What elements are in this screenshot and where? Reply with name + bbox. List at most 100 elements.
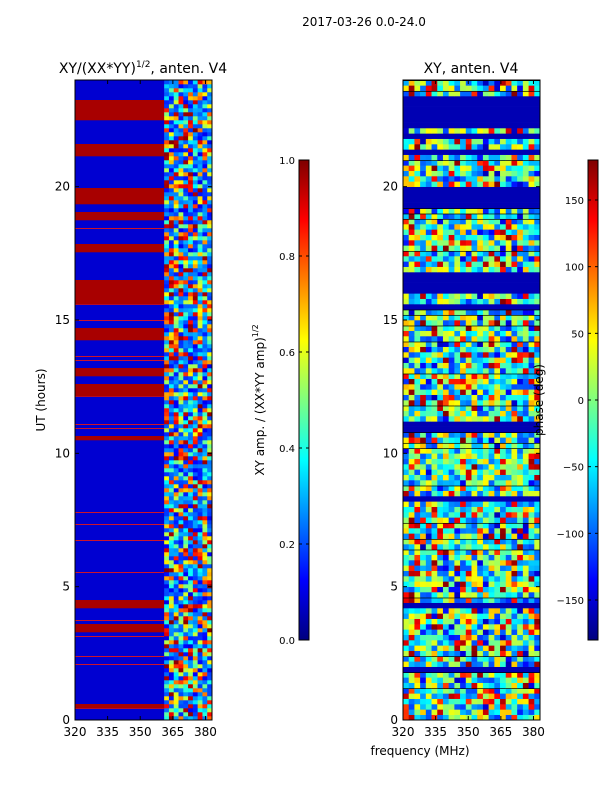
amp-cell (178, 428, 184, 433)
amp-cell (192, 212, 198, 217)
phase-cell (460, 613, 467, 619)
phase-cell (442, 213, 449, 219)
phase-cell (477, 314, 484, 321)
phase-cell (477, 394, 484, 401)
phase-cell (448, 389, 455, 395)
phase-cell (505, 629, 512, 635)
amp-cell (168, 428, 175, 433)
phase-cell (448, 608, 455, 614)
phase-cell (482, 378, 489, 385)
phase-cell (408, 576, 415, 582)
phase-cell (448, 474, 455, 481)
phase-cell (431, 442, 438, 449)
phase-cell (425, 298, 432, 305)
amp-cell (173, 512, 179, 517)
amp-cell (197, 520, 203, 525)
phase-cell (534, 554, 540, 561)
phase-cell (505, 512, 512, 518)
amp-cell (183, 320, 189, 325)
amp-cell (168, 308, 175, 313)
phase-cell (460, 506, 467, 513)
phase-cell (454, 410, 461, 417)
amp-cell (197, 308, 203, 313)
phase-cell (460, 698, 467, 705)
phase-cell (517, 629, 524, 635)
phase-cell (460, 234, 467, 241)
amp-cell (192, 200, 198, 205)
amp-cell (183, 264, 189, 269)
amp-cell (183, 100, 189, 105)
phase-cell (528, 581, 535, 587)
phase-cell (403, 144, 410, 150)
amp-cell (183, 392, 189, 397)
phase-cell (431, 405, 438, 411)
phase-cell (414, 266, 421, 273)
amp-cell (164, 404, 170, 409)
amp-cell (168, 528, 175, 533)
phase-cell (460, 442, 467, 449)
amp-cell (207, 552, 212, 557)
phase-cell (471, 384, 478, 390)
amp-cell (202, 112, 208, 117)
amp-cell (168, 88, 175, 93)
phase-gap-line (403, 538, 540, 540)
phase-cell (420, 90, 427, 97)
phase-cell (528, 346, 535, 353)
panel1-title-tail: , anten. V4 (150, 61, 227, 77)
amp-cell (173, 260, 179, 265)
phase-cell (511, 416, 518, 422)
phase-cell (517, 517, 524, 523)
phase-cell (448, 618, 455, 625)
phase-cell (420, 533, 427, 539)
amp-cell (207, 312, 212, 317)
amp-cell (202, 192, 208, 197)
phase-cell (414, 218, 421, 225)
amp-cell (188, 192, 194, 197)
phase-cell (522, 298, 529, 305)
amp-cell (207, 276, 212, 281)
amp-cell (192, 208, 198, 213)
phase-cell (460, 565, 467, 571)
phase-cell (420, 597, 427, 603)
amp-cell (178, 264, 184, 269)
phase-cell (454, 325, 461, 331)
phase-cell (534, 389, 540, 395)
amp-cell (207, 388, 212, 393)
amp-cell (188, 584, 194, 589)
amp-cell (164, 228, 170, 233)
amp-cell (178, 492, 184, 497)
phase-cell (477, 629, 484, 635)
phase-cell (448, 320, 455, 326)
phase-cell (425, 533, 432, 539)
amp-cell (202, 372, 208, 377)
phase-cell (403, 565, 410, 571)
amp-cell (173, 440, 179, 445)
amp-cell (188, 508, 194, 513)
amp-cell (188, 592, 194, 597)
amp-cell (207, 556, 212, 561)
phase-cell (442, 309, 449, 315)
phase-cell (425, 256, 432, 262)
amp-cell (188, 216, 194, 221)
amp-cell (192, 640, 198, 645)
phase-cell (403, 309, 410, 315)
phase-cell (505, 570, 512, 577)
phase-cell (465, 501, 472, 507)
phase-cell (477, 522, 484, 529)
phase-cell (420, 640, 427, 646)
amp-cell (197, 588, 203, 593)
phase-cell (408, 549, 415, 555)
phase-cell (500, 384, 507, 390)
phase-cell (477, 576, 484, 582)
amp-cell (192, 388, 198, 393)
amp-cell (207, 436, 212, 441)
phase-cell (488, 501, 495, 507)
amp-cell (197, 392, 203, 397)
amp-cell (192, 564, 198, 569)
phase-cell (465, 688, 472, 694)
amp-cell (207, 676, 212, 681)
phase-cell (403, 469, 410, 475)
phase-cell (522, 362, 529, 369)
phase-cell (534, 432, 540, 438)
phase-cell (448, 176, 455, 182)
